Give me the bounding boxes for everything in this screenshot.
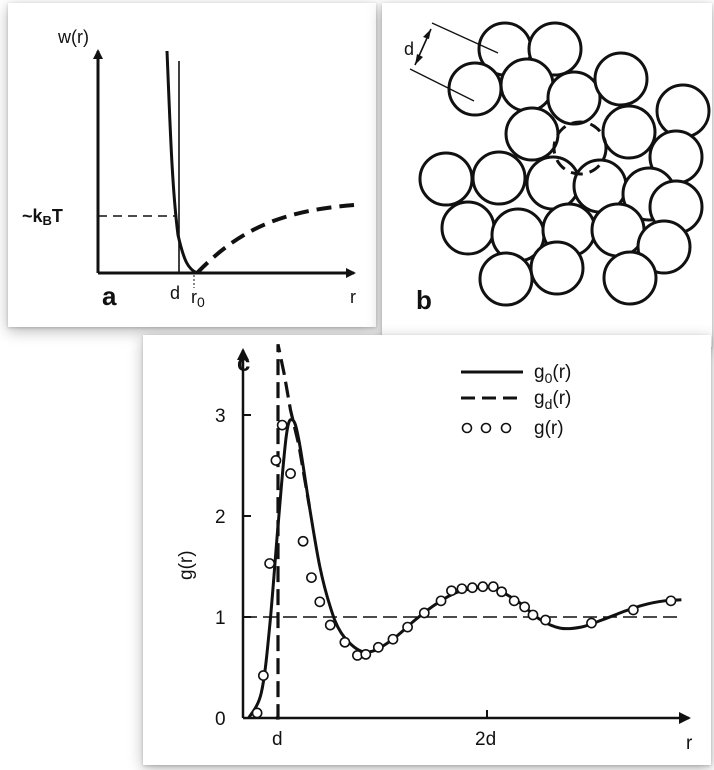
series-g-point <box>477 581 489 593</box>
series-g-point <box>627 604 639 616</box>
diameter-arrowhead-top <box>423 29 431 39</box>
kbt-label: ~kBT <box>22 206 63 228</box>
points-layer <box>251 419 677 719</box>
highlighted-sphere <box>552 120 608 176</box>
y-tick-label: 2 <box>215 507 226 528</box>
series-gd-line <box>275 343 311 720</box>
series-g-point <box>519 601 531 613</box>
panel-b-label: b <box>416 285 432 315</box>
sphere <box>499 57 555 113</box>
diameter-arrowhead-bottom <box>415 54 423 65</box>
series-g-point <box>387 633 399 645</box>
sphere <box>440 200 496 256</box>
sphere <box>636 219 692 275</box>
y-tick-label: 1 <box>215 608 226 629</box>
sphere <box>655 83 711 139</box>
diameter-tangent-top <box>431 22 499 54</box>
series-g-point <box>418 607 430 619</box>
series-g-point <box>306 572 317 584</box>
series-g-point <box>487 581 499 593</box>
series-g-point <box>297 535 309 547</box>
sphere <box>601 104 657 160</box>
diameter-label: d <box>404 39 414 59</box>
series-layer <box>243 343 683 720</box>
x-tick-r0: r0 <box>191 287 205 310</box>
series-g-point <box>435 595 447 607</box>
sphere-group <box>418 21 711 307</box>
x-tick-label: d <box>272 729 283 750</box>
series-g-point <box>257 670 269 681</box>
series-g-point <box>360 648 372 660</box>
series-g-point <box>285 468 296 479</box>
legend-label-gd: gd(r) <box>534 388 571 412</box>
series-g-point <box>402 621 413 633</box>
legend-label-g0: g0(r) <box>534 362 571 386</box>
panel-b-packing: d b <box>382 3 712 347</box>
series-g-point <box>446 585 457 597</box>
series-g-point <box>339 636 351 648</box>
sphere <box>546 70 602 126</box>
y-tick-label: 0 <box>215 709 226 730</box>
x-tick-d: d <box>170 283 180 303</box>
legend-label-g: g(r) <box>534 418 564 439</box>
potential-dashed-tail <box>195 203 355 275</box>
series-g-point <box>251 707 263 719</box>
series-g-point <box>527 609 539 621</box>
x-axis-label: r <box>686 733 693 754</box>
sphere <box>525 155 581 211</box>
sphere <box>478 251 534 307</box>
x-axis-label: r <box>350 287 356 307</box>
sphere <box>602 250 658 306</box>
sphere <box>504 106 560 162</box>
sphere <box>418 151 474 207</box>
x-tick-label: 2d <box>475 729 496 750</box>
sphere <box>529 240 585 296</box>
legend: g0(r) gd(r) g(r) <box>461 362 571 439</box>
panel-a-label: a <box>102 281 117 311</box>
y-axis-label: g(r) <box>176 550 197 580</box>
sphere <box>593 51 649 107</box>
series-g-point <box>540 614 551 626</box>
panel-c-rdf: 0 1 2 3 d 2d g(r) r c g0(r) gd(r) g(r) <box>143 335 711 765</box>
potential-plot: w(r) ~kBT d r0 r a <box>22 27 356 311</box>
series-g-point <box>456 583 468 595</box>
potential-solid-curve <box>165 50 198 275</box>
sphere <box>590 202 646 258</box>
legend-marker-circle-3 <box>500 422 512 434</box>
legend-marker-circle-1 <box>461 422 473 434</box>
panel-c-label: c <box>237 350 250 377</box>
sphere <box>447 61 503 117</box>
series-g-point <box>270 455 282 466</box>
rdf-chart: 0 1 2 3 d 2d g(r) r c g0(r) gd(r) g(r) <box>176 343 693 754</box>
series-g-point <box>586 617 597 629</box>
series-g-point <box>314 596 326 608</box>
series-g-point <box>324 619 336 631</box>
series-g0-line <box>247 418 682 719</box>
series-g-point <box>276 419 288 431</box>
y-axis-label: w(r) <box>57 27 89 47</box>
sphere <box>471 150 527 206</box>
series-g-point <box>264 558 276 569</box>
diameter-tangent-bottom <box>409 68 475 102</box>
y-ticks: 0 1 2 3 <box>215 406 251 730</box>
panel-a-potential: w(r) ~kBT d r0 r a <box>8 3 376 327</box>
hard-sphere-packing: d b <box>404 21 711 315</box>
series-g-point <box>466 582 478 594</box>
series-g-point <box>665 595 677 607</box>
legend-marker-circle-2 <box>480 422 492 434</box>
x-ticks: d 2d <box>272 710 496 750</box>
series-g-point <box>496 586 508 598</box>
series-g-point <box>372 641 384 653</box>
series-g-point <box>508 595 520 607</box>
y-tick-label: 3 <box>215 406 226 427</box>
